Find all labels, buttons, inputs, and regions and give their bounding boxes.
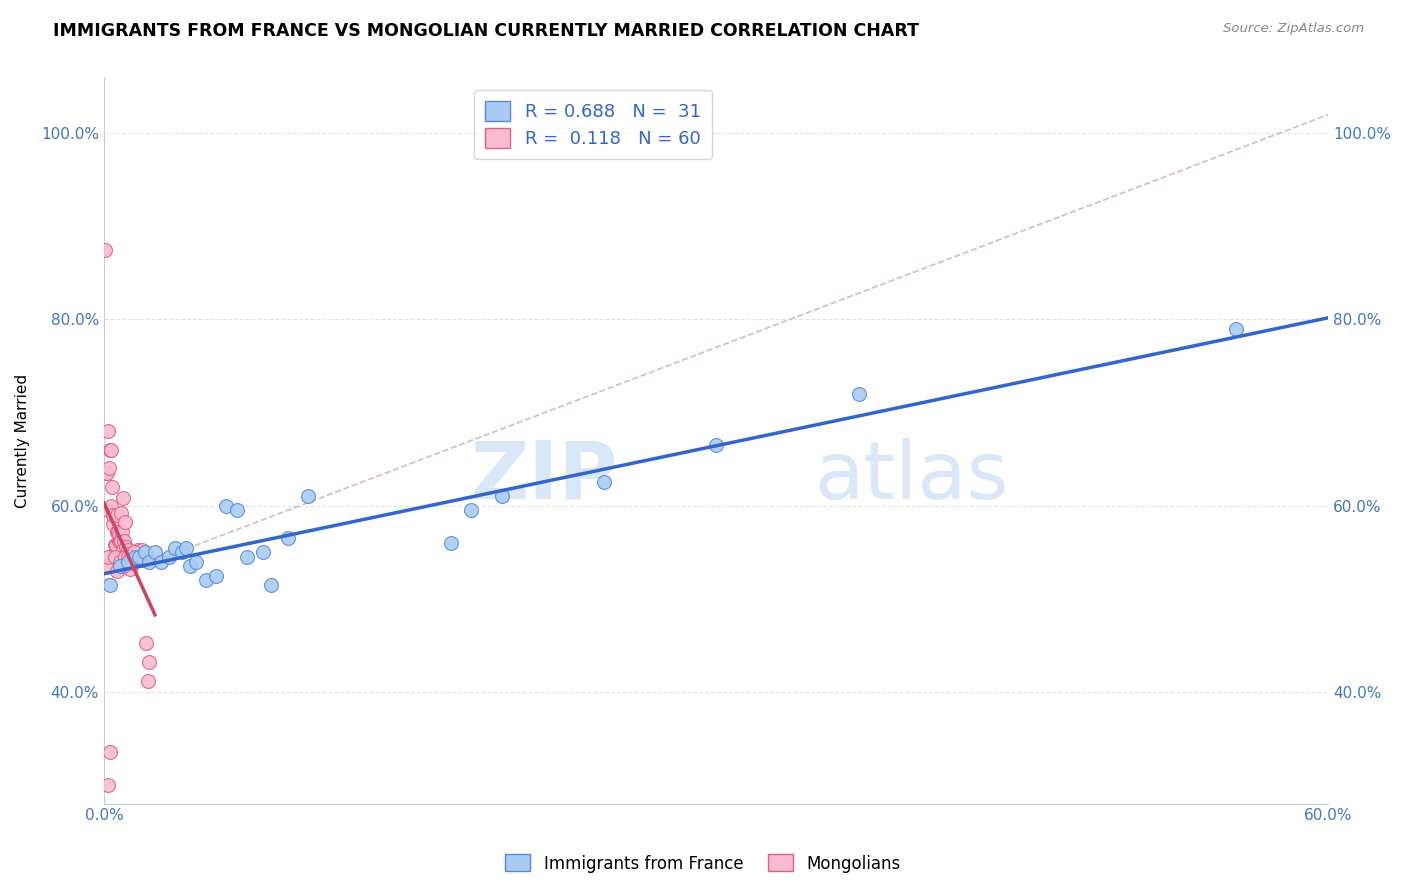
Point (440, 536, 463, 550)
Point (135, 636, 157, 650)
Point (848, 387, 870, 401)
Point (98, 578, 121, 592)
Point (114, 549, 136, 564)
Point (225, 503, 247, 517)
Point (110, 559, 132, 574)
Point (107, 534, 129, 549)
Point (195, 573, 218, 587)
Point (134, 552, 156, 566)
Point (103, 547, 125, 561)
Point (110, 506, 132, 520)
Point (124, 549, 146, 564)
Point (96, 559, 118, 574)
Point (120, 562, 142, 576)
Point (111, 524, 134, 539)
Point (592, 475, 614, 490)
Point (125, 547, 148, 561)
Point (124, 547, 146, 561)
Point (704, 438, 727, 452)
Point (132, 552, 155, 566)
Point (165, 541, 187, 555)
Point (98, 442, 121, 457)
Point (491, 489, 513, 503)
Point (110, 534, 132, 549)
Point (122, 557, 145, 571)
Legend: R = 0.688   N =  31, R =  0.118   N = 60: R = 0.688 N = 31, R = 0.118 N = 60 (474, 90, 711, 159)
Point (460, 503, 482, 517)
Point (104, 538, 127, 552)
Point (129, 552, 152, 566)
Point (143, 545, 166, 559)
Point (112, 534, 135, 549)
Point (117, 549, 139, 564)
Point (115, 547, 138, 561)
Point (105, 564, 128, 578)
Point (100, 499, 122, 513)
Point (236, 549, 259, 564)
Text: ZIP: ZIP (471, 438, 619, 516)
Point (128, 549, 150, 564)
Point (101, 517, 124, 532)
Point (205, 568, 228, 582)
Point (277, 531, 299, 545)
Point (103, 549, 125, 564)
Text: atlas: atlas (814, 438, 1008, 516)
Point (134, 545, 156, 559)
Point (100, 480, 122, 494)
Legend: Immigrants from France, Mongolians: Immigrants from France, Mongolians (499, 847, 907, 880)
Y-axis label: Currently Married: Currently Married (15, 374, 30, 508)
Point (107, 524, 129, 539)
Text: Source: ZipAtlas.com: Source: ZipAtlas.com (1223, 22, 1364, 36)
Point (120, 549, 142, 564)
Point (157, 549, 180, 564)
Point (179, 559, 201, 574)
Point (117, 555, 139, 569)
Point (131, 543, 153, 558)
Point (252, 545, 274, 559)
Point (98, 746, 121, 760)
Point (112, 543, 135, 558)
Point (105, 508, 128, 522)
Point (260, 578, 283, 592)
Point (98, 461, 121, 475)
Point (138, 555, 160, 569)
Point (114, 516, 136, 530)
Point (97, 503, 120, 517)
Point (1225, 322, 1247, 336)
Point (97, 549, 120, 564)
Point (108, 528, 131, 542)
Point (138, 655, 160, 669)
Point (297, 489, 319, 503)
Point (103, 549, 125, 564)
Point (115, 540, 138, 554)
Point (111, 559, 134, 574)
Point (108, 555, 131, 569)
Point (215, 499, 238, 513)
Point (150, 555, 173, 569)
Point (122, 545, 145, 559)
Point (94, 243, 117, 257)
Point (94, 466, 117, 480)
Point (96, 466, 118, 480)
Point (128, 547, 150, 561)
Point (97, 778, 120, 792)
Point (105, 524, 128, 539)
Point (101, 508, 124, 522)
Point (111, 491, 134, 506)
Point (117, 543, 139, 558)
Point (118, 547, 141, 561)
Point (100, 442, 122, 457)
Point (136, 673, 159, 688)
Point (121, 552, 143, 566)
Point (174, 541, 197, 555)
Point (122, 547, 145, 561)
Point (97, 424, 120, 438)
Point (104, 538, 127, 552)
Point (170, 545, 193, 559)
Text: IMMIGRANTS FROM FRANCE VS MONGOLIAN CURRENTLY MARRIED CORRELATION CHART: IMMIGRANTS FROM FRANCE VS MONGOLIAN CURR… (53, 22, 920, 40)
Point (108, 534, 131, 549)
Point (127, 543, 149, 558)
Point (184, 555, 207, 569)
